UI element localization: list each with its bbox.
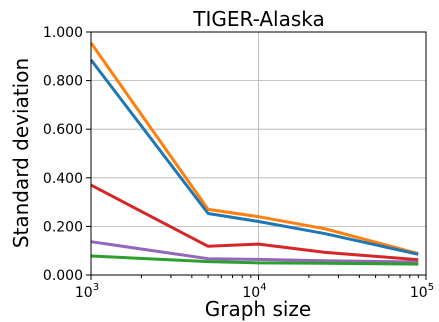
y-tick-label: 0.800 bbox=[43, 74, 83, 90]
series-line-5 bbox=[90, 254, 419, 266]
chart-title: TIGER-Alaska bbox=[192, 7, 325, 31]
y-axis-label: Standard deviation bbox=[9, 58, 33, 248]
x-tick-label: 104 bbox=[242, 282, 266, 301]
series-line-2 bbox=[89, 58, 419, 256]
y-tick-label: 0.000 bbox=[43, 268, 83, 284]
y-axis-ticks: 0.000 0.200 0.400 0.600 0.800 1.000 bbox=[43, 25, 91, 284]
x-tick-label: 103 bbox=[75, 282, 99, 301]
x-tick-label: 105 bbox=[410, 282, 434, 301]
series-line-4 bbox=[90, 240, 419, 264]
grid bbox=[90, 31, 427, 276]
series-lines bbox=[89, 42, 419, 266]
x-axis-ticks: 103 104 105 bbox=[75, 275, 434, 301]
y-tick-label: 0.200 bbox=[43, 219, 83, 235]
series-line-3 bbox=[90, 183, 419, 262]
x-axis-label: Graph size bbox=[205, 297, 311, 321]
y-tick-label: 0.400 bbox=[43, 171, 83, 187]
y-tick-label: 1.000 bbox=[43, 25, 83, 41]
series-line-1 bbox=[89, 42, 419, 256]
y-tick-label: 0.600 bbox=[43, 122, 83, 138]
